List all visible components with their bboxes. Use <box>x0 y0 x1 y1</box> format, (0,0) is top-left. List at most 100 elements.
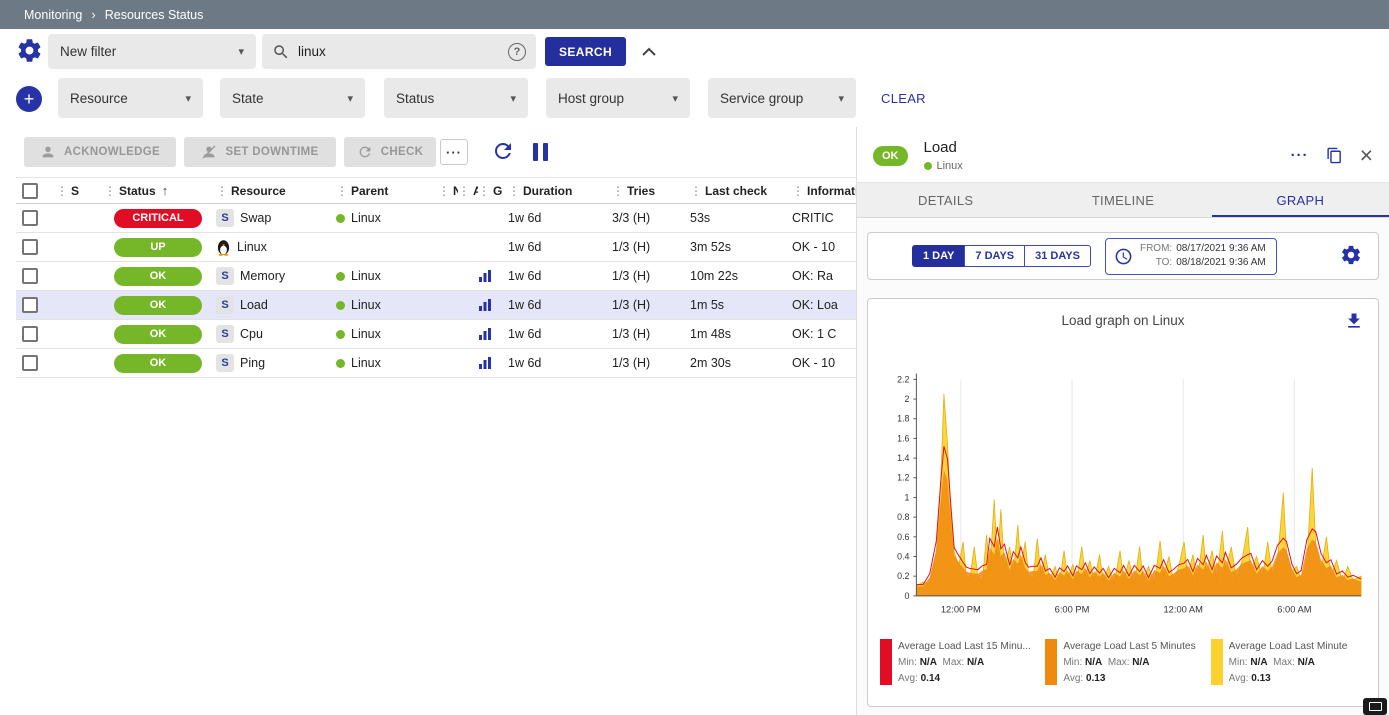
chevron-down-icon: ▾ <box>177 92 191 105</box>
svg-text:1.6: 1.6 <box>897 433 909 443</box>
panel-more-icon[interactable]: ··· <box>1291 147 1309 164</box>
column-header-status[interactable]: Status <box>119 184 156 198</box>
add-criteria-button[interactable]: + <box>16 86 42 112</box>
column-header-severity[interactable]: S <box>71 184 79 198</box>
load-chart[interactable]: 00.20.40.60.811.21.41.61.822.212:00 PM6:… <box>877 342 1369 637</box>
criteria-select-service-group[interactable]: Service group ▾ <box>708 78 856 118</box>
saved-filter-select[interactable]: New filter ▾ <box>48 34 256 69</box>
criteria-select-state[interactable]: State ▾ <box>220 78 365 118</box>
more-actions-button[interactable]: ··· <box>440 139 468 165</box>
criteria-select-resource[interactable]: Resource ▾ <box>58 78 203 118</box>
criteria-label: Status <box>396 91 434 106</box>
status-badge: OK <box>114 354 202 373</box>
period-31-days-button[interactable]: 31 DAYS <box>1024 245 1091 267</box>
filter-settings-button[interactable] <box>16 37 43 64</box>
chevron-down-icon: ▾ <box>339 92 353 105</box>
svg-text:6:00 AM: 6:00 AM <box>1277 605 1311 615</box>
criteria-select-host-group[interactable]: Host group ▾ <box>546 78 690 118</box>
export-graph-button[interactable] <box>1344 311 1364 334</box>
set-downtime-label: SET DOWNTIME <box>225 146 318 158</box>
row-checkbox[interactable] <box>22 268 38 284</box>
last-check-cell: 1m 48s <box>690 327 792 341</box>
legend-item[interactable]: Average Load Last 15 Minu... Min: N/A Ma… <box>880 639 1041 686</box>
column-drag-handle-icon[interactable]: ⋮ <box>336 184 348 198</box>
search-icon <box>272 43 290 61</box>
search-input[interactable] <box>298 44 500 59</box>
legend-series-name: Average Load Last Minute <box>1229 639 1348 655</box>
period-7-days-button[interactable]: 7 DAYS <box>964 245 1025 267</box>
column-drag-handle-icon[interactable]: ⋮ <box>458 184 470 198</box>
breadcrumb-item-monitoring[interactable]: Monitoring <box>24 8 82 22</box>
legend-color-bar <box>1045 639 1057 685</box>
collapse-filters-button[interactable] <box>637 40 661 64</box>
row-checkbox[interactable] <box>22 239 38 255</box>
column-header-parent[interactable]: Parent <box>351 184 388 198</box>
custom-time-range-button[interactable]: FROM:08/17/2021 9:36 AM TO:08/18/2021 9:… <box>1105 238 1277 275</box>
column-drag-handle-icon[interactable]: ⋮ <box>690 184 702 198</box>
duration-cell: 1w 6d <box>508 211 612 225</box>
tab-timeline[interactable]: TIMELINE <box>1034 183 1211 217</box>
row-checkbox[interactable] <box>22 355 38 371</box>
refresh-button[interactable] <box>490 139 516 165</box>
help-icon[interactable]: ? <box>508 43 526 61</box>
select-all-checkbox[interactable] <box>22 183 38 199</box>
resource-name: Memory <box>240 269 285 283</box>
column-header-duration[interactable]: Duration <box>523 184 572 198</box>
column-drag-handle-icon[interactable]: ⋮ <box>56 184 68 198</box>
column-header-tries[interactable]: Tries <box>627 184 655 198</box>
period-1-day-button[interactable]: 1 DAY <box>912 245 965 267</box>
pip-overlay-icon[interactable] <box>1363 698 1387 715</box>
to-label: TO: <box>1156 256 1172 271</box>
search-box[interactable]: ? <box>262 34 536 69</box>
tries-cell: 1/3 (H) <box>612 269 690 283</box>
duration-cell: 1w 6d <box>508 269 612 283</box>
graph-card: Load graph on Linux 00.20.40.60.811.21.4… <box>867 298 1379 707</box>
graph-chart-icon[interactable] <box>478 356 492 370</box>
close-panel-icon[interactable]: × <box>1360 144 1373 167</box>
tab-details[interactable]: DETAILS <box>857 183 1034 217</box>
sort-asc-icon[interactable]: ↑ <box>162 183 169 198</box>
column-drag-handle-icon[interactable]: ⋮ <box>508 184 520 198</box>
set-downtime-button[interactable]: SET DOWNTIME <box>184 137 336 167</box>
breadcrumb-item-resources-status[interactable]: Resources Status <box>105 8 204 22</box>
parent-status-dot <box>336 272 345 281</box>
tab-graph[interactable]: GRAPH <box>1212 183 1389 217</box>
column-drag-handle-icon[interactable]: ⋮ <box>612 184 624 198</box>
pause-autorefresh-button[interactable] <box>529 141 551 163</box>
check-button[interactable]: CHECK <box>344 137 436 167</box>
clear-filters-link[interactable]: CLEAR <box>881 91 926 106</box>
row-checkbox[interactable] <box>22 210 38 226</box>
acknowledge-button[interactable]: ACKNOWLEDGE <box>24 137 176 167</box>
legend-item[interactable]: Average Load Last 5 Minutes Min: N/A Max… <box>1045 639 1206 686</box>
criteria-select-status[interactable]: Status ▾ <box>384 78 528 118</box>
panel-main: OK Load Linux ··· × DETAILS <box>856 127 1389 715</box>
column-drag-handle-icon[interactable]: ⋮ <box>478 184 490 198</box>
column-drag-handle-icon[interactable]: ⋮ <box>104 184 116 198</box>
search-button[interactable]: SEARCH <box>545 37 626 66</box>
graph-chart-icon[interactable] <box>478 298 492 312</box>
column-header-resource[interactable]: Resource <box>231 184 286 198</box>
period-button-group: 1 DAY 7 DAYS 31 DAYS <box>912 245 1091 267</box>
svg-text:0.6: 0.6 <box>897 532 909 542</box>
column-header-last-check[interactable]: Last check <box>705 184 767 198</box>
person-downtime-icon <box>201 144 217 160</box>
tries-cell: 1/3 (H) <box>612 240 690 254</box>
last-check-cell: 1m 5s <box>690 298 792 312</box>
breadcrumb: Monitoring › Resources Status <box>0 0 1389 29</box>
row-checkbox[interactable] <box>22 297 38 313</box>
column-drag-handle-icon[interactable]: ⋮ <box>438 184 450 198</box>
column-drag-handle-icon[interactable]: ⋮ <box>216 184 228 198</box>
last-check-cell: 2m 30s <box>690 356 792 370</box>
duration-cell: 1w 6d <box>508 298 612 312</box>
graph-settings-button[interactable] <box>1340 244 1362 269</box>
parent-status-dot <box>336 359 345 368</box>
legend-item[interactable]: Average Load Last Minute Min: N/A Max: N… <box>1211 639 1372 686</box>
row-checkbox[interactable] <box>22 326 38 342</box>
copy-link-icon[interactable] <box>1326 147 1343 164</box>
column-drag-handle-icon[interactable]: ⋮ <box>792 184 804 198</box>
clock-icon <box>1114 247 1133 266</box>
svg-text:6:00 PM: 6:00 PM <box>1055 605 1090 615</box>
graph-chart-icon[interactable] <box>478 269 492 283</box>
column-header-g[interactable]: G <box>493 184 502 198</box>
graph-chart-icon[interactable] <box>478 327 492 341</box>
